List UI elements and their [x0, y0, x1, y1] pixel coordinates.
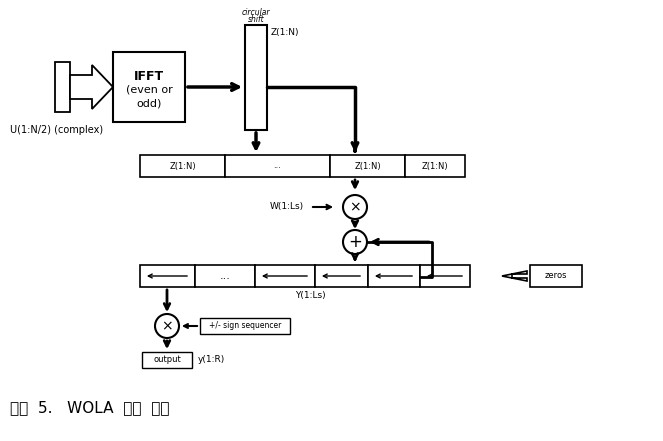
Circle shape — [155, 314, 179, 338]
Bar — [55, 62, 70, 112]
Bar — [330, 155, 405, 177]
Text: IFFT: IFFT — [134, 70, 164, 83]
Circle shape — [343, 195, 367, 219]
Bar — [245, 25, 267, 130]
Text: +/- sign sequencer: +/- sign sequencer — [209, 321, 281, 330]
Bar — [530, 265, 582, 287]
Polygon shape — [502, 271, 527, 281]
Text: Y(1:Ls): Y(1:Ls) — [294, 291, 326, 300]
Text: ...: ... — [219, 271, 231, 281]
Polygon shape — [70, 65, 113, 109]
Bar — [113, 52, 185, 122]
Text: Z(1:N): Z(1:N) — [354, 161, 381, 171]
Text: output: output — [153, 355, 181, 365]
Bar — [255, 265, 315, 287]
Bar — [368, 265, 420, 287]
Text: Z(1:N): Z(1:N) — [422, 161, 448, 171]
Bar — [200, 318, 290, 334]
Text: U(1:N/2) (complex): U(1:N/2) (complex) — [10, 125, 103, 135]
Text: W(1:Ls): W(1:Ls) — [270, 202, 304, 212]
Text: (even or: (even or — [125, 84, 172, 94]
Text: shift: shift — [248, 15, 265, 24]
Text: 그림  5.   WOLA  합성  단계: 그림 5. WOLA 합성 단계 — [10, 400, 170, 415]
Text: y(1:R): y(1:R) — [198, 355, 225, 365]
Bar — [405, 155, 465, 177]
Bar — [140, 155, 225, 177]
Bar — [195, 265, 255, 287]
Text: ×: × — [349, 200, 361, 214]
Text: ...: ... — [274, 161, 281, 171]
Text: Z(1:N): Z(1:N) — [271, 28, 300, 37]
Bar — [142, 352, 192, 368]
Text: +: + — [348, 233, 362, 251]
Text: odd): odd) — [137, 98, 162, 108]
Bar — [140, 265, 195, 287]
Bar — [225, 155, 330, 177]
Text: Z(1:N): Z(1:N) — [169, 161, 196, 171]
Circle shape — [343, 230, 367, 254]
Text: zeros: zeros — [545, 272, 568, 280]
Text: ×: × — [161, 319, 173, 333]
Bar — [420, 265, 470, 287]
Bar — [315, 265, 368, 287]
Text: circular: circular — [242, 8, 271, 17]
